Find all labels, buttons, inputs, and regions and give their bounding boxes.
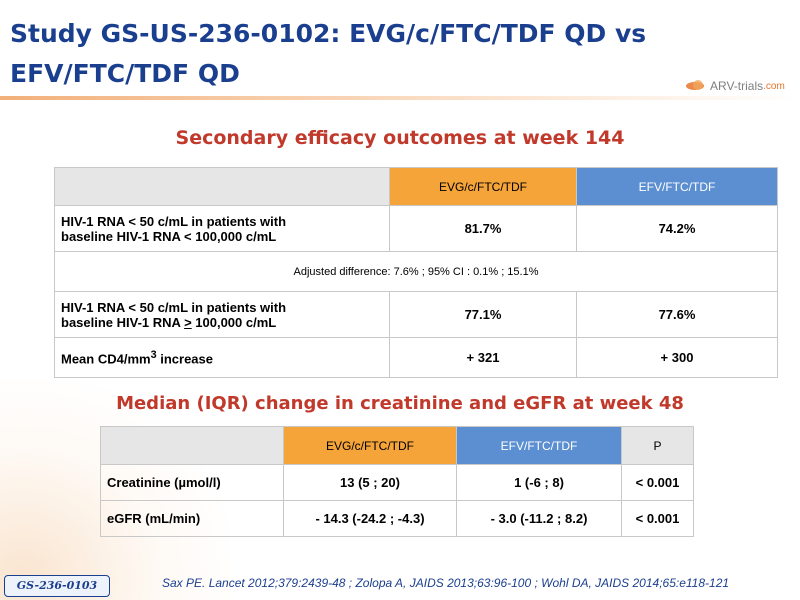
table-row: HIV-1 RNA < 50 c/mL in patients with bas…: [54, 291, 778, 338]
table-row: Mean CD4/mm3 increase + 321 + 300: [54, 337, 778, 378]
row-label: HIV-1 RNA < 50 c/mL in patients with bas…: [54, 291, 390, 338]
row-label-line1: HIV-1 RNA < 50 c/mL in patients with: [61, 299, 287, 315]
study-badge: GS-236-0103: [4, 575, 110, 597]
row-label-line2: baseline HIV-1 RNA < 100,000 c/mL: [61, 228, 277, 244]
logo-domain: .com: [763, 80, 785, 92]
title-divider: [0, 96, 800, 100]
ge-symbol: >: [184, 314, 192, 330]
efficacy-heading: Secondary efficacy outcomes at week 144: [175, 127, 625, 149]
value-efv: 77.6%: [576, 291, 778, 338]
header-p: P: [621, 426, 694, 465]
adjusted-difference-row: Adjusted difference: 7.6% ; 95% CI : 0.1…: [54, 251, 778, 292]
value-efv: 74.2%: [576, 205, 778, 252]
value-efv: + 300: [576, 337, 778, 378]
row-label: Mean CD4/mm3 increase: [54, 337, 390, 378]
arv-trials-logo: ARV-trials .com: [686, 76, 785, 96]
value-evg: + 321: [389, 337, 577, 378]
row-label: eGFR (mL/min): [100, 500, 284, 537]
value-evg: 13 (5 ; 20): [283, 464, 457, 501]
efficacy-header-row: EVG/c/FTC/TDF EFV/FTC/TDF: [54, 167, 778, 206]
renal-header-row: EVG/c/FTC/TDF EFV/FTC/TDF P: [100, 426, 694, 465]
value-efv: 1 (-6 ; 8): [456, 464, 622, 501]
logo-mark-icon: [686, 80, 708, 92]
header-efv: EFV/FTC/TDF: [576, 167, 778, 206]
label-part: increase: [156, 351, 213, 367]
row-label: Creatinine (µmol/l): [100, 464, 284, 501]
value-p: < 0.001: [621, 500, 694, 537]
table-row: eGFR (mL/min) - 14.3 (-24.2 ; -4.3) - 3.…: [100, 500, 694, 537]
value-evg: 77.1%: [389, 291, 577, 338]
value-evg: 81.7%: [389, 205, 577, 252]
table-row: Creatinine (µmol/l) 13 (5 ; 20) 1 (-6 ; …: [100, 464, 694, 501]
header-evg: EVG/c/FTC/TDF: [283, 426, 457, 465]
label-part: 100,000 c/mL: [191, 314, 277, 330]
row-label-line1: HIV-1 RNA < 50 c/mL in patients with: [61, 213, 287, 229]
header-empty-cell: [100, 426, 284, 465]
logo-text: ARV-trials: [710, 79, 764, 93]
label-superscript: 3: [150, 348, 157, 361]
adjusted-difference: Adjusted difference: 7.6% ; 95% CI : 0.1…: [54, 251, 778, 292]
value-evg: - 14.3 (-24.2 ; -4.3): [283, 500, 457, 537]
renal-table: EVG/c/FTC/TDF EFV/FTC/TDF P Creatinine (…: [100, 426, 694, 537]
header-empty-cell: [54, 167, 390, 206]
renal-heading: Median (IQR) change in creatinine and eG…: [116, 393, 684, 414]
value-p: < 0.001: [621, 464, 694, 501]
reference-text: Sax PE. Lancet 2012;379:2439-48 ; Zolopa…: [162, 576, 730, 590]
row-label-line2: baseline HIV-1 RNA > 100,000 c/mL: [61, 315, 383, 330]
value-efv: - 3.0 (-11.2 ; 8.2): [456, 500, 622, 537]
page-title: Study GS-US-236-0102: EVG/c/FTC/TDF QD v…: [10, 19, 647, 88]
row-label: HIV-1 RNA < 50 c/mL in patients with bas…: [54, 205, 390, 252]
header-efv: EFV/FTC/TDF: [456, 426, 622, 465]
header-evg: EVG/c/FTC/TDF: [389, 167, 577, 206]
efficacy-table: EVG/c/FTC/TDF EFV/FTC/TDF HIV-1 RNA < 50…: [54, 167, 778, 378]
label-part: Mean CD4/mm: [61, 351, 151, 367]
table-row: HIV-1 RNA < 50 c/mL in patients with bas…: [54, 205, 778, 252]
label-part: baseline HIV-1 RNA: [61, 314, 185, 330]
